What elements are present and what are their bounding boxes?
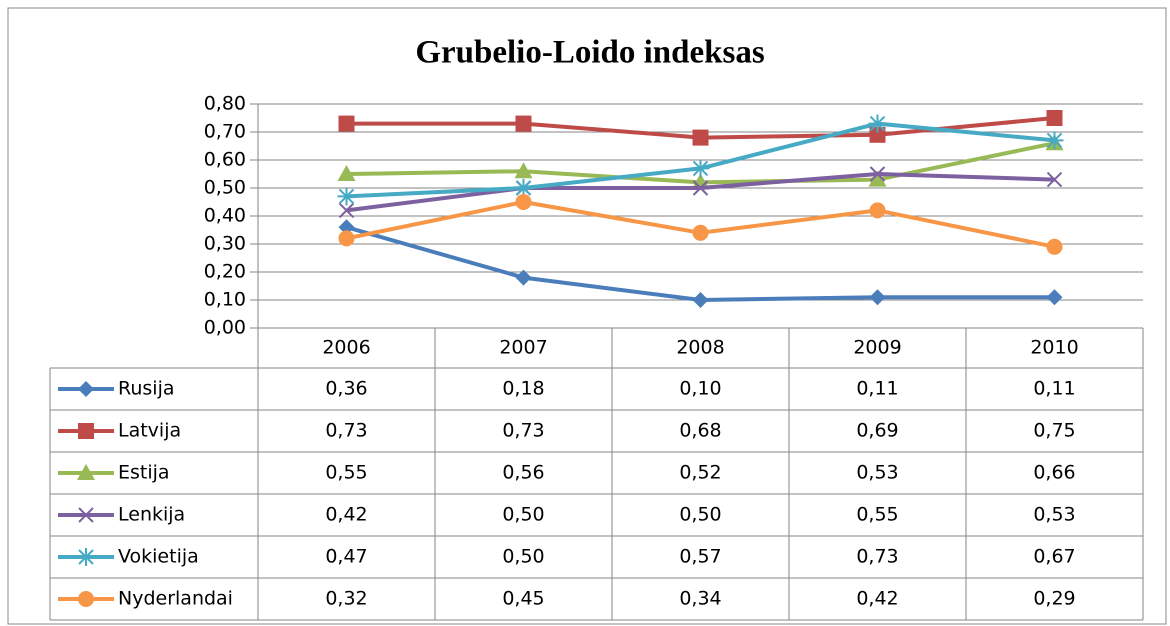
table-value: 0,53	[856, 462, 898, 484]
x-tick-label: 2010	[1030, 337, 1078, 359]
marker	[868, 170, 887, 187]
y-tick-label: 0,10	[204, 289, 246, 311]
y-tick-label: 0,80	[204, 93, 246, 115]
marker	[77, 548, 95, 566]
table-value: 0,11	[1033, 378, 1075, 400]
marker	[338, 219, 355, 236]
marker	[77, 464, 95, 480]
chart-frame	[7, 7, 1167, 625]
table-value: 0,73	[325, 420, 367, 442]
marker	[515, 194, 532, 210]
marker	[78, 423, 94, 439]
y-tick-label: 0,00	[204, 317, 246, 339]
table-value: 0,67	[1033, 546, 1075, 568]
marker	[514, 179, 533, 197]
table-value: 0,10	[679, 378, 721, 400]
legend-label: Latvija	[118, 420, 181, 442]
legend-label: Rusija	[118, 378, 175, 400]
marker	[1046, 110, 1063, 126]
table-value: 0,52	[679, 462, 721, 484]
y-tick-label: 0,70	[204, 121, 246, 143]
table-value: 0,50	[502, 504, 544, 526]
marker	[1046, 289, 1063, 306]
table-value: 0,45	[502, 588, 544, 610]
marker	[1046, 238, 1063, 255]
marker	[869, 166, 886, 182]
table-value: 0,29	[1033, 588, 1075, 610]
table-value: 0,57	[679, 546, 721, 568]
table-value: 0,53	[1033, 504, 1075, 526]
marker	[692, 129, 709, 146]
marker	[1046, 171, 1063, 188]
table-value: 0,56	[502, 462, 544, 484]
table-value: 0,55	[325, 462, 367, 484]
table-value: 0,69	[856, 420, 898, 442]
x-tick-label: 2007	[499, 337, 547, 359]
table-value: 0,11	[856, 378, 898, 400]
marker	[869, 289, 886, 306]
marker	[337, 165, 356, 181]
table-value: 0,73	[502, 420, 544, 442]
marker	[337, 187, 356, 206]
table-value: 0,42	[856, 588, 898, 610]
x-tick-label: 2009	[853, 337, 901, 359]
table-value: 0,66	[1033, 462, 1075, 484]
marker	[515, 115, 532, 132]
legend-label: Vokietija	[118, 546, 199, 568]
marker	[868, 114, 887, 133]
marker	[692, 224, 709, 241]
x-tick-label: 2008	[676, 337, 724, 359]
marker	[338, 230, 355, 247]
table-value: 0,50	[502, 546, 544, 568]
table-value: 0,73	[856, 546, 898, 568]
marker	[338, 115, 355, 132]
table-value: 0,32	[325, 588, 367, 610]
legend-label: Estija	[118, 462, 170, 484]
marker	[691, 173, 710, 190]
y-tick-label: 0,20	[204, 261, 246, 283]
y-tick-label: 0,50	[204, 177, 246, 199]
marker	[78, 591, 94, 607]
table-value: 0,47	[325, 546, 367, 568]
table-value: 0,18	[502, 378, 544, 400]
marker	[869, 202, 886, 219]
x-tick-label: 2006	[322, 337, 370, 359]
marker	[869, 126, 886, 143]
marker	[514, 162, 533, 179]
marker	[515, 269, 532, 286]
table-value: 0,42	[325, 504, 367, 526]
table-value: 0,68	[679, 420, 721, 442]
chart-title: Grubelio-Loido indeksas	[415, 35, 764, 71]
marker	[1045, 131, 1064, 150]
table-value: 0,34	[679, 588, 721, 610]
table-value: 0,36	[325, 378, 367, 400]
y-tick-label: 0,60	[204, 149, 246, 171]
legend-label: Nyderlandai	[118, 588, 233, 610]
y-tick-label: 0,30	[204, 233, 246, 255]
y-tick-label: 0,40	[204, 205, 246, 227]
marker	[692, 292, 709, 308]
marker	[78, 507, 94, 523]
marker	[691, 159, 710, 178]
table-value: 0,55	[856, 504, 898, 526]
marker	[692, 180, 709, 196]
marker	[338, 202, 355, 219]
table-value: 0,50	[679, 504, 721, 526]
table-value: 0,75	[1033, 420, 1075, 442]
legend-label: Lenkija	[118, 504, 185, 526]
marker	[78, 381, 94, 397]
